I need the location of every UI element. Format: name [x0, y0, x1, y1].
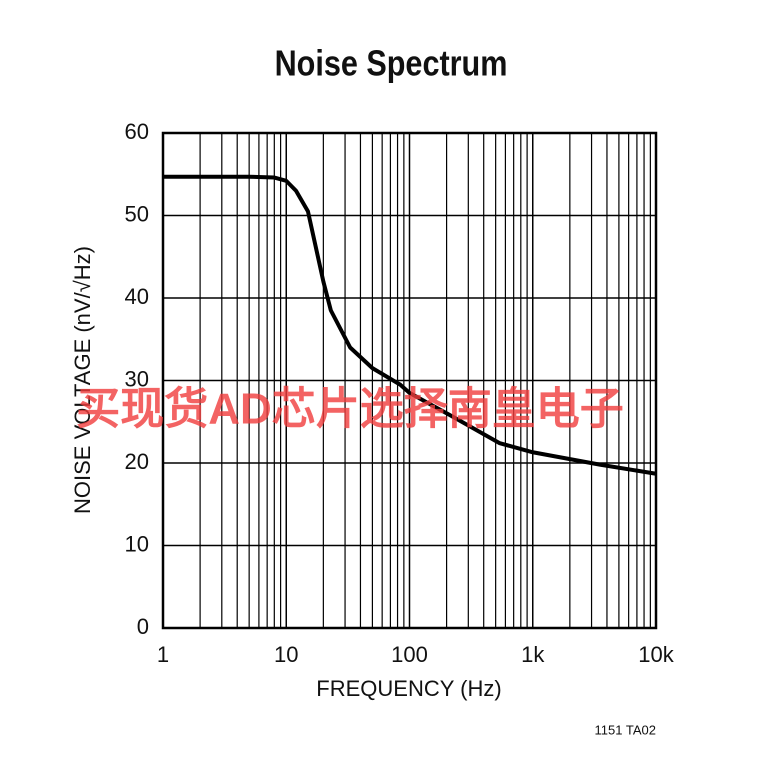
- x-tick-label: 10k: [638, 642, 674, 667]
- y-tick-label: 10: [125, 531, 149, 556]
- x-tick-label: 100: [391, 642, 428, 667]
- y-tick-label: 30: [125, 366, 149, 391]
- plot-frame: [161, 131, 658, 630]
- figure-note: 1151 TA02: [595, 722, 656, 737]
- watermark: 买现货AD芯片选择南皇电子: [76, 385, 624, 434]
- y-tick-label: 50: [125, 201, 149, 226]
- y-tick-label: 20: [125, 449, 149, 474]
- noise-curve: [163, 174, 657, 476]
- x-tick-label: 1k: [521, 642, 545, 667]
- x-tick-label: 10: [274, 642, 298, 667]
- y-tick-label: 0: [137, 614, 149, 639]
- x-tick-label: 1: [157, 642, 169, 667]
- y-tick-label: 60: [125, 119, 149, 144]
- y-tick-label: 40: [125, 284, 149, 309]
- y-axis-label: NOISE VOLTAGE (nV/√Hz): [70, 246, 95, 514]
- chart-title: Noise Spectrum: [275, 44, 508, 84]
- x-axis-label: FREQUENCY (Hz): [316, 676, 501, 701]
